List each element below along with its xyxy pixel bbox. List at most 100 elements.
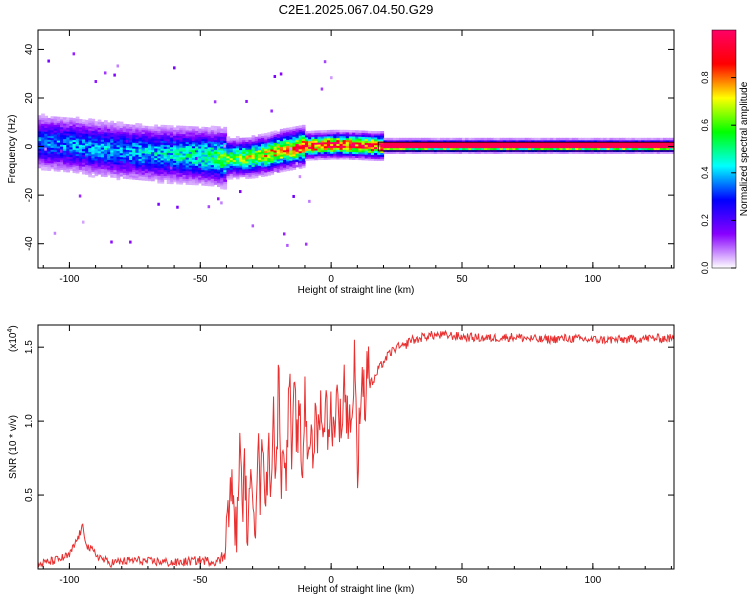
heatmap-cell-3099	[546, 143, 551, 147]
heatmap-cell-1840	[239, 165, 243, 168]
heatmap-cell-1325	[182, 172, 187, 175]
heatmap-cell-178	[56, 151, 61, 155]
heatmap-cell-2087	[273, 142, 278, 145]
heatmap-cell-1917	[248, 139, 253, 142]
heatmap-cell-3025	[518, 147, 523, 151]
heatmap-cell-1894	[245, 141, 250, 144]
heatmap-cell-77	[44, 127, 49, 130]
heatmap-cell-3012	[512, 141, 516, 145]
heatmap-cell-3290	[622, 145, 626, 149]
heatmap-cell-2081	[273, 153, 278, 157]
heatmap-speckle-1440	[191, 137, 195, 141]
heatmap-cell-875	[132, 140, 136, 143]
heatmap-cell-2569	[358, 138, 363, 141]
heatmap-cell-2033	[267, 163, 272, 166]
heatmap-cell-3404	[666, 141, 670, 145]
heatmap-cell-3050	[527, 145, 532, 149]
heatmap-cell-1520	[201, 144, 206, 147]
heatmap-cell-2827	[440, 143, 444, 147]
heatmap-cell-1980	[257, 140, 262, 143]
heatmap-cell-2365	[317, 149, 322, 153]
heatmap-cell-645	[107, 134, 111, 137]
heatmap-cell-1736	[223, 150, 228, 153]
heatmap-cell-1117	[160, 171, 165, 174]
heatmap-cell-57	[44, 166, 49, 169]
heatmap-cell-1763	[226, 151, 231, 155]
heatmap-cell-230	[63, 159, 67, 163]
heatmap-cell-359	[75, 128, 80, 131]
heatmap-cell-2613	[367, 140, 372, 144]
colorbar-tick-label-2: 0.4	[700, 167, 710, 180]
heatmap-cell-1637	[213, 153, 218, 156]
heatmap-cell-2482	[339, 131, 344, 135]
heatmap-cell-3185	[581, 147, 586, 151]
heatmap-cell-937	[138, 131, 143, 134]
heatmap-cell-113	[50, 166, 55, 170]
heatmap-cell-2375	[317, 130, 322, 133]
heatmap-cell-1895	[245, 139, 250, 142]
heatmap-cell-3338	[641, 145, 645, 149]
heatmap-cell-2369	[317, 141, 322, 145]
heatmap-cell-2826	[440, 145, 444, 149]
heatmap-cell-2813	[433, 139, 438, 143]
heatmap-cell-2130	[279, 144, 284, 147]
heatmap-cell-2458	[336, 149, 341, 152]
heatmap-cell-767	[119, 125, 124, 129]
heatmap-cell-3065	[534, 147, 538, 151]
heatmap-cell-1618	[210, 131, 215, 135]
heatmap-speckle-2330	[308, 199, 311, 203]
heatmap-cell-670	[110, 140, 114, 143]
heatmap-cell-2686	[383, 137, 388, 141]
heatmap-cell-840	[129, 151, 133, 155]
heatmap-cell-2400	[323, 141, 328, 145]
heatmap-cell-1461	[195, 143, 199, 147]
heatmap-cell-1708	[220, 142, 224, 145]
heatmap-cell-3227	[597, 143, 601, 147]
heatmap-cell-3420	[672, 141, 674, 145]
heatmap-cell-1561	[207, 181, 212, 185]
heatmap-cell-543	[97, 164, 102, 167]
heatmap-cell-1344	[182, 135, 187, 139]
heatmap-cell-356	[75, 134, 80, 137]
heatmap-cell-2459	[336, 147, 341, 150]
heatmap-cell-1784	[229, 153, 234, 157]
heatmap-cell-2455	[336, 155, 341, 158]
heatmap-cell-992	[144, 135, 149, 139]
heatmap-cell-170	[56, 167, 61, 170]
heatmap-cell-2357	[314, 136, 319, 139]
heatmap-cell-2532	[352, 151, 356, 155]
heatmap-cell-1217	[169, 148, 174, 152]
heatmap-cell-215	[59, 132, 64, 136]
heatmap-cell-584	[100, 141, 105, 144]
heatmap-cell-1552	[204, 140, 209, 144]
heatmap-cell-1940	[251, 135, 256, 138]
heatmap-cell-243	[63, 134, 67, 138]
heatmap-cell-910	[135, 126, 140, 130]
heatmap-cell-3046	[524, 137, 529, 141]
heatmap-cell-1211	[169, 160, 174, 163]
heatmap-cell-1270	[176, 162, 180, 165]
heatmap-cell-3187	[581, 143, 586, 147]
heatmap-cell-2037	[267, 155, 272, 159]
heatmap-cell-1513	[201, 157, 206, 161]
heatmap-cell-1338	[182, 147, 187, 150]
heatmap-cell-3205	[587, 139, 592, 143]
heatmap-cell-2210	[292, 165, 297, 168]
heatmap-cell-2060	[270, 152, 275, 156]
heatmap-cell-1559	[204, 127, 209, 130]
heatmap-cell-2795	[427, 143, 432, 147]
heatmap-cell-3171	[575, 143, 579, 147]
heatmap-cell-3373	[653, 139, 658, 143]
heatmap-cell-1612	[210, 143, 215, 146]
heatmap-cell-1061	[154, 163, 158, 166]
heatmap-cell-1783	[229, 155, 234, 159]
heatmap-cell-2906	[471, 145, 476, 149]
heatmap-cell-1474	[198, 177, 202, 180]
heatmap-cell-2740	[405, 141, 410, 145]
heatmap-cell-293	[69, 144, 74, 148]
heatmap-cell-3326	[634, 137, 639, 141]
heatmap-cell-1583	[207, 138, 212, 142]
heatmap-cell-2048	[267, 134, 272, 137]
heatmap-cell-2801	[430, 147, 435, 151]
heatmap-cell-2290	[301, 140, 306, 143]
